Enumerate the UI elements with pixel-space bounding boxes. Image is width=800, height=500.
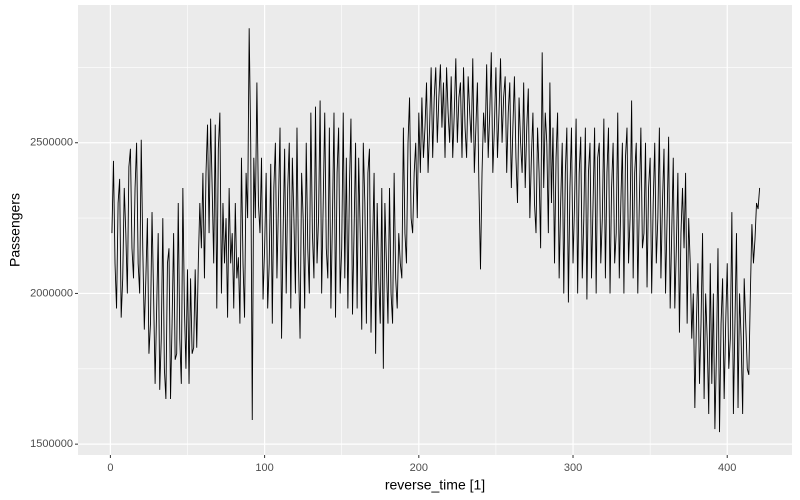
line (111, 28, 761, 433)
y-axis-title: Passengers (7, 193, 23, 267)
x-tick-label: 300 (564, 462, 582, 474)
x-axis-title: reverse_time [1] (385, 477, 485, 493)
x-tick-label: 0 (107, 462, 113, 474)
x-tick-label: 400 (718, 462, 736, 474)
y-tick-label: 2000000 (30, 287, 73, 299)
x-tick-label: 100 (255, 462, 273, 474)
x-tick-label: 200 (410, 462, 428, 474)
plot-background (78, 5, 792, 455)
y-tick-label: 2500000 (30, 137, 73, 149)
y-tick-label: 1500000 (30, 438, 73, 450)
